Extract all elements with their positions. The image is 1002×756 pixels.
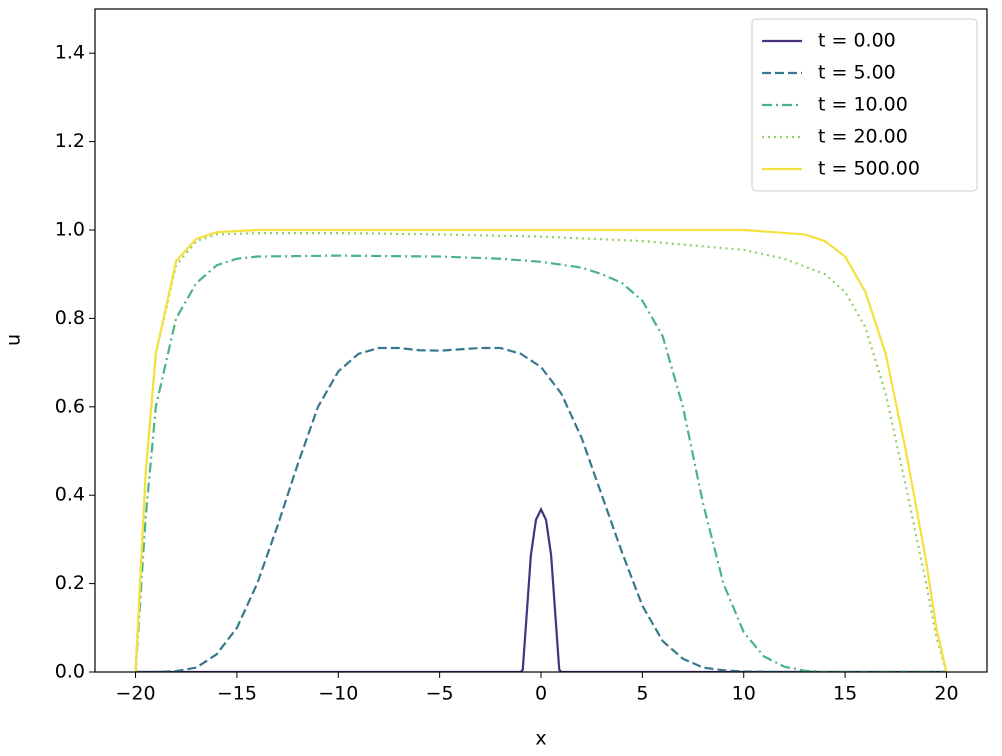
x-tick-label: 0 — [535, 683, 547, 705]
y-tick-label: 0.2 — [55, 572, 85, 594]
y-tick-label: 0.6 — [55, 395, 85, 417]
series-line — [134, 228, 948, 672]
y-tick-label: 0.8 — [55, 307, 85, 329]
x-tick-label: −5 — [426, 683, 454, 705]
x-tick-label: 10 — [732, 683, 756, 705]
y-tick-label: 1.4 — [55, 42, 85, 64]
legend-label: t = 10.00 — [818, 94, 908, 116]
series-line — [135, 346, 947, 672]
x-tick-label: 5 — [636, 683, 648, 705]
y-tick-label: 1.0 — [55, 219, 85, 241]
legend-label: t = 500.00 — [818, 158, 920, 180]
legend-label: t = 0.00 — [818, 30, 896, 52]
legend-box — [751, 18, 978, 192]
plot-frame — [94, 8, 988, 673]
legend-label: t = 5.00 — [818, 62, 896, 84]
series-line — [135, 506, 947, 672]
y-tick-label: 1.2 — [55, 130, 85, 152]
series-line — [134, 231, 948, 672]
x-tick-label: −20 — [115, 683, 155, 705]
x-tick-label: −15 — [217, 683, 257, 705]
x-tick-label: 20 — [934, 683, 958, 705]
series-line — [134, 254, 947, 672]
plot-lines — [134, 228, 948, 672]
x-tick-label: 15 — [833, 683, 857, 705]
x-axis-label: x — [535, 728, 546, 750]
legend-label: t = 20.00 — [818, 126, 908, 148]
y-axis-label: u — [3, 334, 25, 346]
y-tick-label: 0.0 — [55, 661, 85, 683]
x-tick-label: −10 — [318, 683, 358, 705]
y-tick-label: 0.4 — [55, 484, 85, 506]
